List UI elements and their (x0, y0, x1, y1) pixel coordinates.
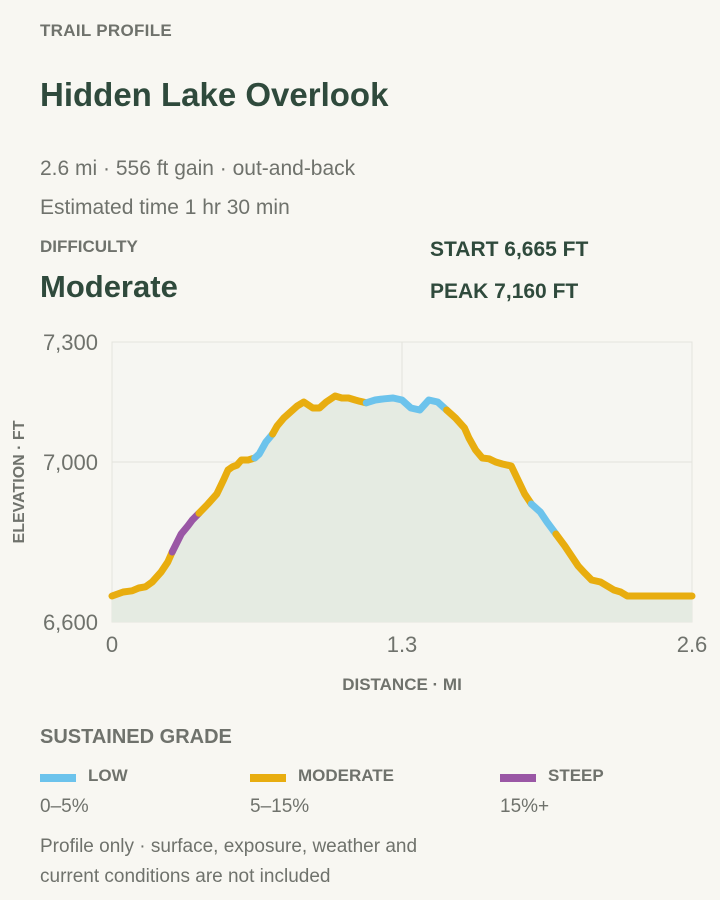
steep-swatch (500, 774, 536, 782)
elevation-area (112, 396, 692, 622)
grade-segment-low (251, 430, 277, 462)
grade-segment-moderate (108, 548, 176, 600)
x-axis-label: DISTANCE · MI (342, 675, 462, 694)
legend-range: 5–15% (250, 796, 310, 817)
legend-title: SUSTAINED GRADE (40, 726, 232, 748)
start-elevation: START 6,665 FT (430, 238, 589, 261)
grade-segment-low (527, 500, 560, 538)
legend-label: STEEP (548, 766, 604, 785)
trail-title: Hidden Lake Overlook (40, 76, 389, 113)
x-axis-ticks: 0 1.3 2.6 (106, 632, 707, 657)
y-axis-ticks: 6,600 7,000 7,300 (43, 330, 98, 635)
eyebrow-label: TRAIL PROFILE (40, 21, 173, 40)
disclaimer-note: Profile only · surface, exposure, weathe… (40, 836, 418, 887)
grade-segment-moderate (552, 530, 696, 600)
y-tick-label: 7,000 (43, 450, 98, 475)
x-tick-label: 2.6 (677, 632, 708, 657)
grade-segment-low (362, 394, 451, 414)
legend-label: MODERATE (298, 766, 395, 785)
x-tick-label: 0 (106, 632, 118, 657)
y-axis-label: ELEVATION · FT (11, 420, 28, 543)
y-tick-label: 6,600 (43, 610, 98, 635)
elevation-chart: 6,600 7,000 7,300 0 1.3 2.6 ELEVATION · FT D… (11, 330, 707, 694)
grade-segment-steep (168, 509, 203, 556)
difficulty-value: Moderate (40, 269, 178, 304)
legend-range: 15%+ (500, 796, 550, 817)
y-tick-label: 7,300 (43, 330, 98, 355)
trail-summary: 2.6 mi · 556 ft gain · out-and-back (40, 157, 356, 180)
estimated-time: Estimated time 1 hr 30 min (40, 196, 290, 219)
x-tick-label: 1.3 (387, 632, 418, 657)
grade-segment-moderate (269, 392, 370, 438)
grade-segment-moderate (195, 454, 259, 517)
difficulty-label: DIFFICULTY (40, 237, 138, 256)
legend-label: LOW (88, 766, 128, 785)
grade-segment-moderate (443, 406, 535, 508)
peak-elevation: PEAK 7,160 FT (430, 280, 579, 303)
moderate-swatch (250, 774, 286, 782)
legend-range: 0–5% (40, 796, 89, 817)
low-swatch (40, 774, 76, 782)
grade-line (108, 392, 696, 600)
